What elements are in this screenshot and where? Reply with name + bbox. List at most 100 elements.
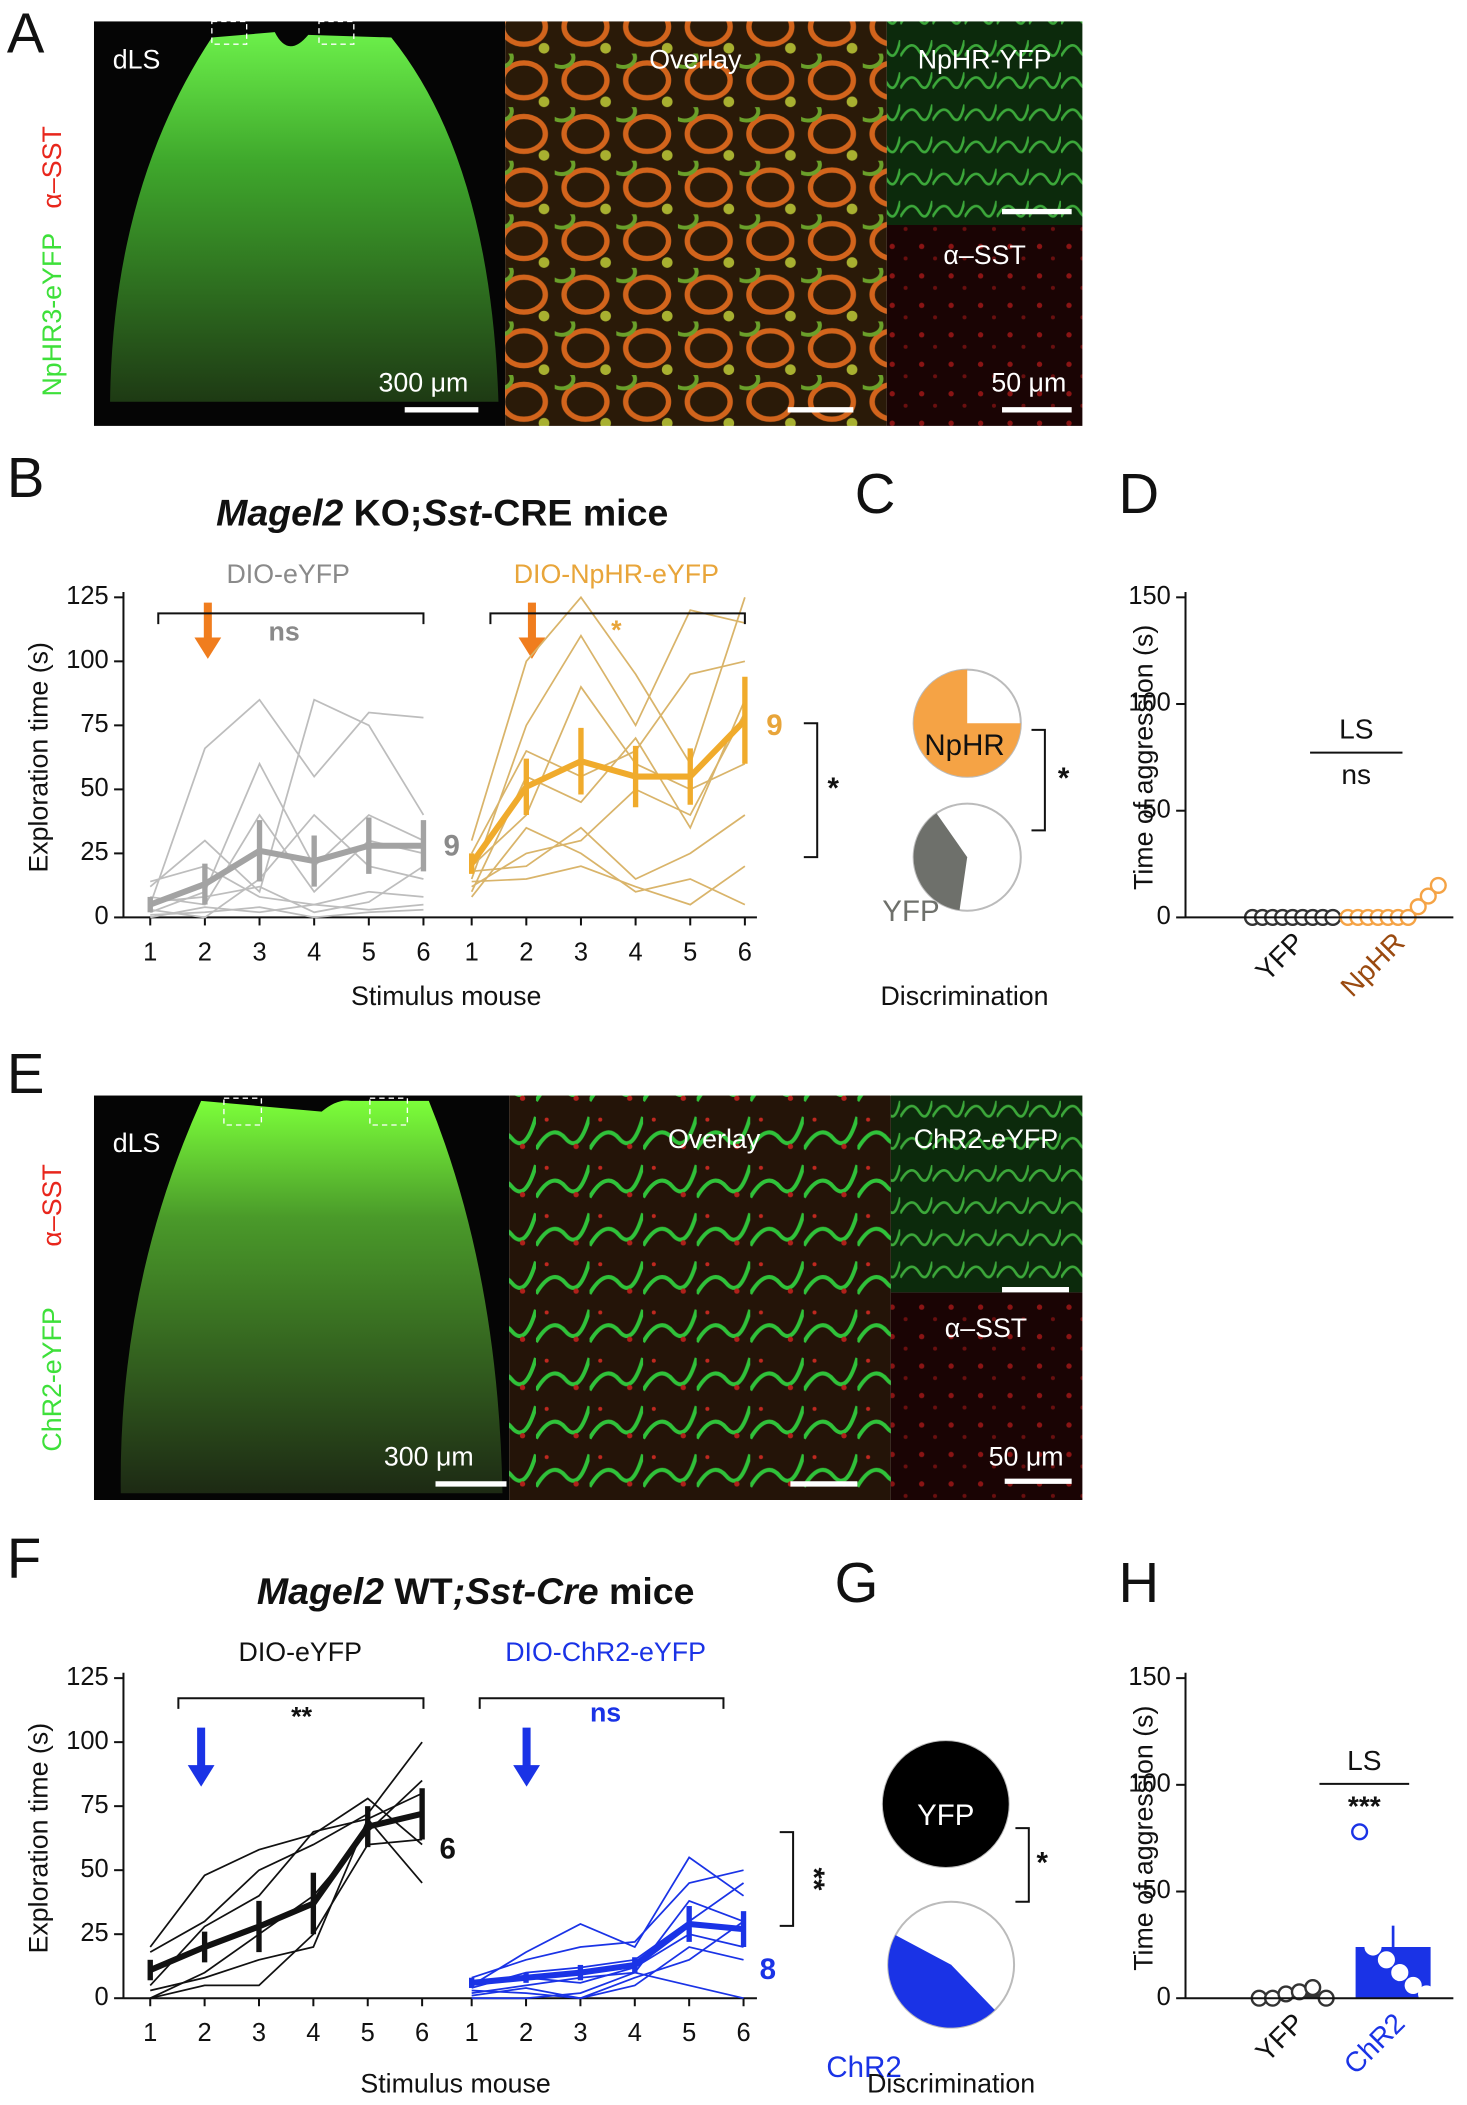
pie-wedge — [913, 669, 1021, 777]
comparison-label: LS — [1339, 714, 1373, 745]
comparison-label: LS — [1347, 1745, 1381, 1776]
panel-label: H — [1119, 1551, 1160, 1614]
inset-box — [369, 1097, 409, 1126]
individual-line — [471, 814, 746, 881]
individual-line — [470, 660, 746, 854]
mean-line — [149, 842, 424, 908]
x-tick-label: 1 — [143, 938, 157, 966]
significance: ns — [269, 617, 300, 647]
x-tick-label: ChR2 — [1338, 2007, 1411, 2080]
title-part: ;Sst-Cre — [453, 1570, 599, 1612]
image-panel-e: dLS Overlay ChR2-eYFP α–SST 300 μm 50 μm… — [37, 1095, 1083, 1500]
x-tick-label: 3 — [252, 938, 266, 966]
individual-line — [470, 699, 746, 893]
individual-line — [150, 865, 424, 906]
title-part: Magel2 — [216, 492, 343, 534]
channel-image — [886, 225, 1083, 426]
x-tick-label: YFP — [1250, 926, 1311, 987]
overlay-image — [505, 21, 887, 426]
panel-label: B — [7, 446, 45, 509]
n-label: 9 — [766, 709, 782, 742]
x-tick-label: 4 — [306, 2019, 320, 2047]
x-tick-label: 5 — [362, 938, 376, 966]
individual-line — [470, 595, 746, 841]
y-tick-label: 100 — [1128, 689, 1170, 717]
individual-line — [470, 609, 746, 880]
y-axis-label: Time of aggression (s) — [1128, 625, 1158, 890]
y-tick-label: 0 — [1157, 902, 1171, 930]
title-part: Sst — [422, 492, 482, 534]
significance: * — [611, 615, 622, 645]
pie-wedge — [888, 1935, 995, 2028]
x-tick-label: 2 — [519, 938, 533, 966]
y-tick-label: 125 — [66, 582, 108, 610]
y-tick-label: 25 — [80, 1919, 108, 1947]
x-tick-label: 1 — [465, 2019, 479, 2047]
x-tick-label: 6 — [736, 2019, 750, 2047]
n-label: 6 — [440, 1833, 456, 1866]
data-point — [1304, 1978, 1322, 1997]
inset-box — [211, 20, 248, 45]
x-tick-label: 1 — [143, 2019, 157, 2047]
x-tick-label: 2 — [519, 2019, 533, 2047]
individual-line — [149, 1817, 423, 1987]
data-point — [1351, 1823, 1369, 1841]
pie-wedge — [913, 813, 968, 911]
x-tick-label: 3 — [252, 2019, 266, 2047]
individual-line — [471, 1920, 745, 2000]
data-point — [1404, 1976, 1422, 1994]
data-point — [1429, 876, 1447, 894]
x-tick-label: 3 — [574, 938, 588, 966]
overlay-image — [509, 1095, 891, 1500]
bracket — [478, 1697, 725, 1709]
channel-label: ChR2-eYFP — [914, 1124, 1058, 1154]
scale-label: 300 μm — [384, 1442, 474, 1472]
individual-line — [150, 1838, 423, 2000]
series-name: DIO-ChR2-eYFP — [505, 1637, 706, 1667]
y-tick-label: 0 — [95, 902, 109, 930]
y-axis-label: Exploration time (s) — [23, 1723, 53, 1954]
overlay-label: Overlay — [668, 1124, 761, 1154]
individual-line — [471, 1869, 744, 1979]
significance: ns — [590, 1697, 621, 1727]
x-tick-label: 5 — [361, 2019, 375, 2047]
data-point — [1419, 887, 1437, 905]
data-point — [1391, 1964, 1409, 1982]
significance: ** — [797, 1868, 830, 1891]
mean-line — [469, 718, 748, 866]
pie-wedge — [882, 1741, 1009, 1867]
x-axis-label: Stimulus mouse — [351, 981, 541, 1011]
y-axis-label: Time of aggression (s) — [1128, 1706, 1158, 1971]
y-tick-label: 100 — [66, 646, 108, 674]
region-label: dLS — [113, 1128, 161, 1158]
y-tick-label: 100 — [1128, 1770, 1170, 1798]
x-tick-label: 2 — [198, 2019, 212, 2047]
y-tick-label: 75 — [80, 1791, 108, 1819]
x-tick-label: 4 — [629, 938, 643, 966]
individual-line — [150, 813, 424, 919]
stim-arrow-head — [518, 637, 546, 659]
side-label: ChR2-eYFP — [37, 1307, 67, 1451]
series-name: DIO-eYFP — [226, 559, 349, 589]
pie-label: ChR2 — [826, 2051, 901, 2084]
significance: ns — [1341, 759, 1371, 790]
channel-label: α–SST — [943, 240, 1025, 270]
bracket — [1015, 1827, 1030, 1903]
channel-image — [890, 1095, 1083, 1293]
significance: ** — [291, 1701, 312, 1731]
channel-label: NpHR-YFP — [918, 45, 1052, 75]
x-tick-label: YFP — [1250, 2007, 1311, 2068]
brain-tissue — [110, 32, 499, 402]
bracket — [489, 612, 746, 625]
individual-line — [149, 1797, 423, 1948]
title-part: WT — [384, 1570, 453, 1612]
bracket — [1031, 728, 1046, 832]
chart-title: Magel2 WT;Sst-Cre mice — [257, 1570, 695, 1612]
y-tick-label: 150 — [1128, 1663, 1170, 1691]
side-label: α–SST — [37, 1164, 67, 1246]
y-tick-label: 125 — [66, 1663, 108, 1691]
x-tick-label: 5 — [682, 2019, 696, 2047]
pie-label: YFP — [882, 895, 939, 928]
